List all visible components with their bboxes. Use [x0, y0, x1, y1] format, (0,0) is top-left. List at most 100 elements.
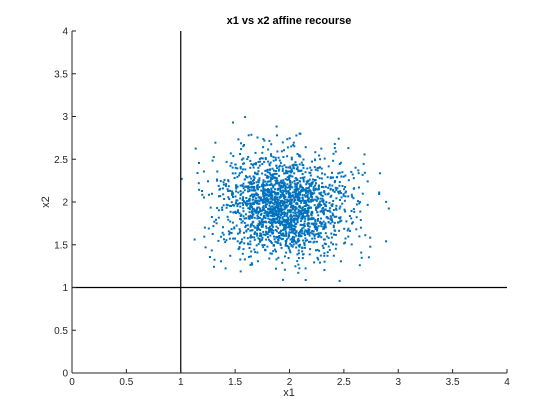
scatter-point	[313, 192, 316, 195]
scatter-point	[230, 201, 233, 204]
scatter-point	[247, 181, 250, 184]
scatter-point	[239, 258, 242, 261]
y-tick-label: 1	[62, 283, 68, 294]
scatter-point	[281, 217, 284, 220]
scatter-point	[242, 145, 245, 148]
scatter-point	[291, 164, 294, 167]
scatter-point	[242, 196, 245, 199]
scatter-point	[306, 195, 309, 198]
scatter-point	[257, 166, 260, 169]
scatter-point	[239, 165, 242, 168]
scatter-point	[296, 182, 299, 184]
scatter-point	[293, 199, 296, 202]
scatter-point	[296, 219, 299, 222]
scatter-point	[249, 240, 252, 243]
scatter-point	[295, 234, 298, 237]
scatter-point	[298, 267, 301, 270]
scatter-point	[303, 225, 306, 227]
scatter-point	[322, 247, 325, 249]
scatter-point	[289, 180, 292, 182]
scatter-point	[332, 243, 334, 246]
scatter-point	[283, 164, 286, 167]
scatter-point	[352, 208, 355, 211]
scatter-point	[321, 195, 324, 197]
scatter-point	[344, 191, 347, 194]
scatter-point	[333, 233, 335, 236]
scatter-point	[298, 204, 301, 207]
scatter-point	[297, 240, 299, 243]
scatter-point	[226, 204, 229, 207]
scatter-point	[330, 216, 333, 219]
scatter-point	[324, 226, 327, 229]
scatter-point	[257, 206, 260, 209]
scatter-point	[318, 177, 321, 180]
scatter-point	[316, 188, 319, 191]
scatter-point	[194, 147, 197, 150]
scatter-point	[294, 188, 297, 191]
scatter-point	[250, 229, 253, 232]
scatter-point	[232, 211, 235, 214]
scatter-point	[207, 193, 210, 196]
scatter-point	[258, 240, 261, 243]
scatter-point	[264, 157, 267, 159]
scatter-point	[265, 194, 268, 196]
scatter-point	[289, 170, 291, 173]
scatter-point	[263, 212, 266, 215]
scatter-point	[289, 194, 292, 197]
scatter-point	[316, 248, 319, 251]
scatter-point	[271, 190, 274, 193]
scatter-point	[289, 183, 292, 186]
scatter-point	[222, 183, 225, 186]
scatter-point	[305, 214, 308, 217]
scatter-point	[344, 186, 347, 188]
scatter-point	[212, 225, 215, 228]
scatter-point	[260, 189, 263, 192]
scatter-point	[264, 204, 267, 207]
scatter-point	[261, 206, 264, 209]
scatter-point	[330, 219, 333, 222]
scatter-point	[249, 195, 252, 197]
scatter-point	[344, 210, 347, 213]
scatter-point	[332, 214, 335, 217]
scatter-point	[252, 189, 255, 192]
scatter-point	[283, 215, 286, 218]
scatter-point	[215, 218, 217, 221]
scatter-point	[294, 208, 297, 211]
scatter-point	[287, 200, 290, 203]
scatter-point	[249, 243, 252, 246]
scatter-point	[272, 173, 275, 176]
scatter-point	[257, 237, 260, 240]
scatter-point	[316, 169, 319, 172]
scatter-point	[281, 191, 284, 194]
scatter-point	[314, 179, 317, 182]
scatter-point	[288, 228, 291, 231]
scatter-point	[343, 199, 346, 202]
scatter-point	[264, 201, 267, 204]
scatter-point	[288, 176, 291, 178]
scatter-point	[296, 178, 299, 181]
scatter-point	[304, 239, 307, 242]
scatter-point	[236, 203, 239, 206]
scatter-point	[314, 168, 317, 171]
scatter-point	[314, 198, 317, 201]
scatter-point	[236, 167, 239, 170]
scatter-point	[326, 235, 329, 238]
scatter-point	[303, 211, 306, 214]
scatter-point	[352, 197, 355, 200]
scatter-point	[285, 220, 288, 223]
scatter-point	[296, 253, 299, 256]
scatter-point	[222, 226, 224, 229]
scatter-point	[279, 181, 282, 184]
scatter-point	[301, 199, 304, 202]
scatter-point	[284, 230, 287, 233]
scatter-point	[256, 260, 259, 263]
scatter-point	[261, 163, 264, 165]
scatter-point	[332, 159, 335, 162]
scatter-point	[247, 190, 249, 193]
scatter-point	[276, 213, 279, 216]
scatter-point	[229, 152, 232, 155]
scatter-point	[270, 176, 273, 179]
scatter-point	[294, 241, 297, 244]
scatter-point	[248, 188, 251, 191]
